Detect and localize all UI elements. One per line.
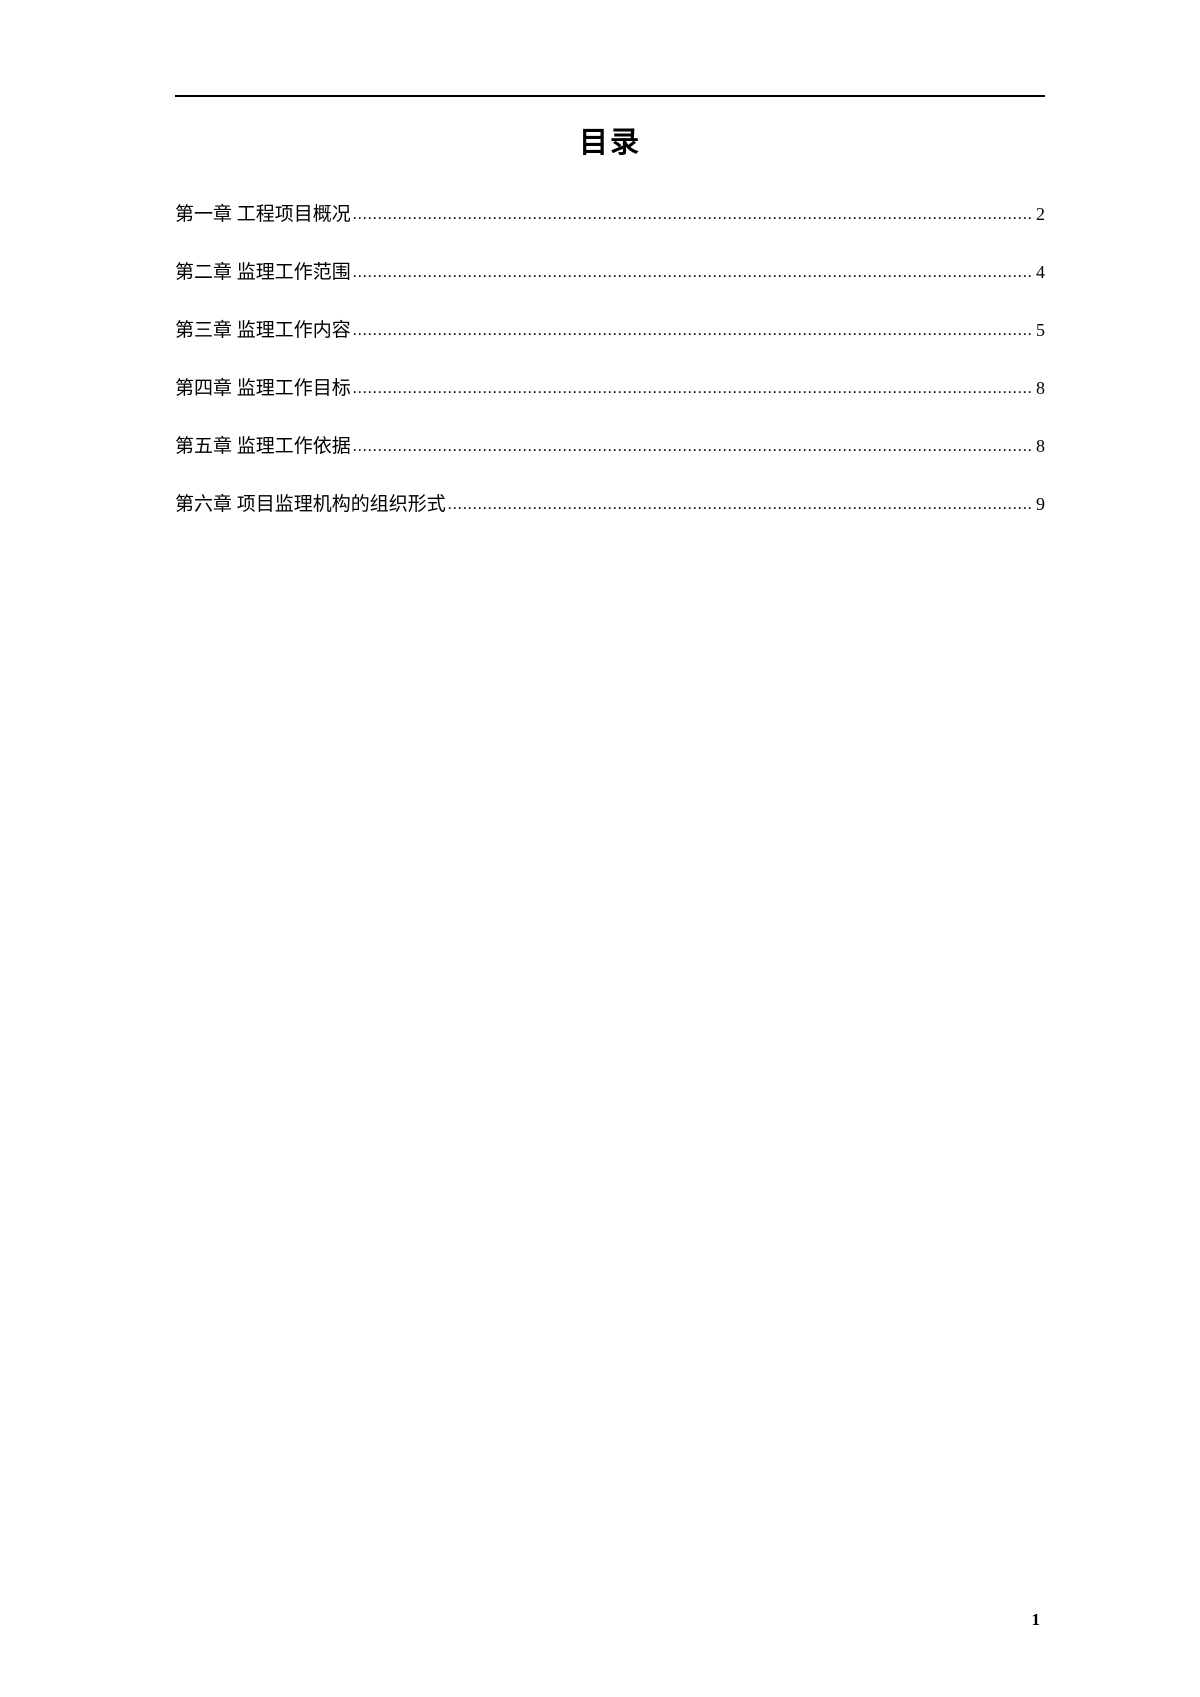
toc-entry-label: 第二章 监理工作范围 bbox=[175, 257, 351, 284]
toc-entry-page: 4 bbox=[1036, 262, 1045, 283]
header-divider bbox=[175, 95, 1045, 97]
toc-entry-page: 5 bbox=[1036, 320, 1045, 341]
toc-entry-page: 9 bbox=[1036, 494, 1045, 515]
toc-entry: 第一章 工程项目概况 .............................… bbox=[175, 199, 1045, 226]
toc-entry-label: 第六章 项目监理机构的组织形式 bbox=[175, 489, 446, 516]
toc-entry: 第六章 项目监理机构的组织形式 ........................… bbox=[175, 489, 1045, 516]
toc-entry: 第四章 监理工作目标 .............................… bbox=[175, 373, 1045, 400]
toc-title: 目录 bbox=[175, 119, 1045, 161]
toc-entry-page: 8 bbox=[1036, 436, 1045, 457]
toc-entry-label: 第五章 监理工作依据 bbox=[175, 431, 351, 458]
page-number: 1 bbox=[1032, 1610, 1041, 1630]
toc-entry-page: 8 bbox=[1036, 378, 1045, 399]
toc-entry: 第五章 监理工作依据 .............................… bbox=[175, 431, 1045, 458]
toc-entry: 第二章 监理工作范围 .............................… bbox=[175, 257, 1045, 284]
toc-dots: ........................................… bbox=[353, 264, 1034, 282]
toc-dots: ........................................… bbox=[353, 380, 1034, 398]
toc-dots: ........................................… bbox=[353, 438, 1034, 456]
toc-entry-label: 第四章 监理工作目标 bbox=[175, 373, 351, 400]
document-page: 目录 第一章 工程项目概况 ..........................… bbox=[0, 0, 1200, 1697]
toc-dots: ........................................… bbox=[353, 322, 1034, 340]
toc-entry-label: 第三章 监理工作内容 bbox=[175, 315, 351, 342]
toc-entry-label: 第一章 工程项目概况 bbox=[175, 199, 351, 226]
toc-dots: ........................................… bbox=[448, 496, 1034, 514]
toc-entry-page: 2 bbox=[1036, 204, 1045, 225]
toc-entry: 第三章 监理工作内容 .............................… bbox=[175, 315, 1045, 342]
toc-dots: ........................................… bbox=[353, 206, 1034, 224]
